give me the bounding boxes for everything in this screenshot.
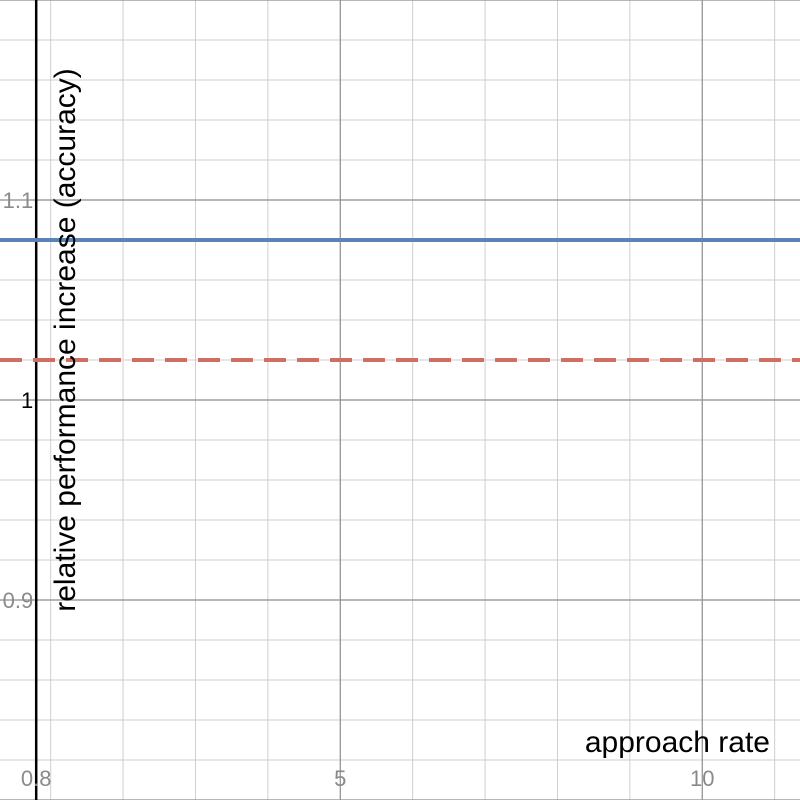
tick-labels: 0.9 1 1.1 0.8 5 10 [3,188,715,791]
x-axis-label: approach rate [585,726,770,759]
x-tick-label: 10 [690,766,714,791]
y-tick-label: 1.1 [3,188,34,213]
series-lines [0,238,800,362]
x-tick-label: 0.8 [21,766,52,791]
y-tick-label: 1 [21,388,33,413]
x-tick-label: 5 [334,766,346,791]
y-axis-label: relative performance increase (accuracy) [49,68,82,612]
y-tick-label: 0.9 [3,588,34,613]
